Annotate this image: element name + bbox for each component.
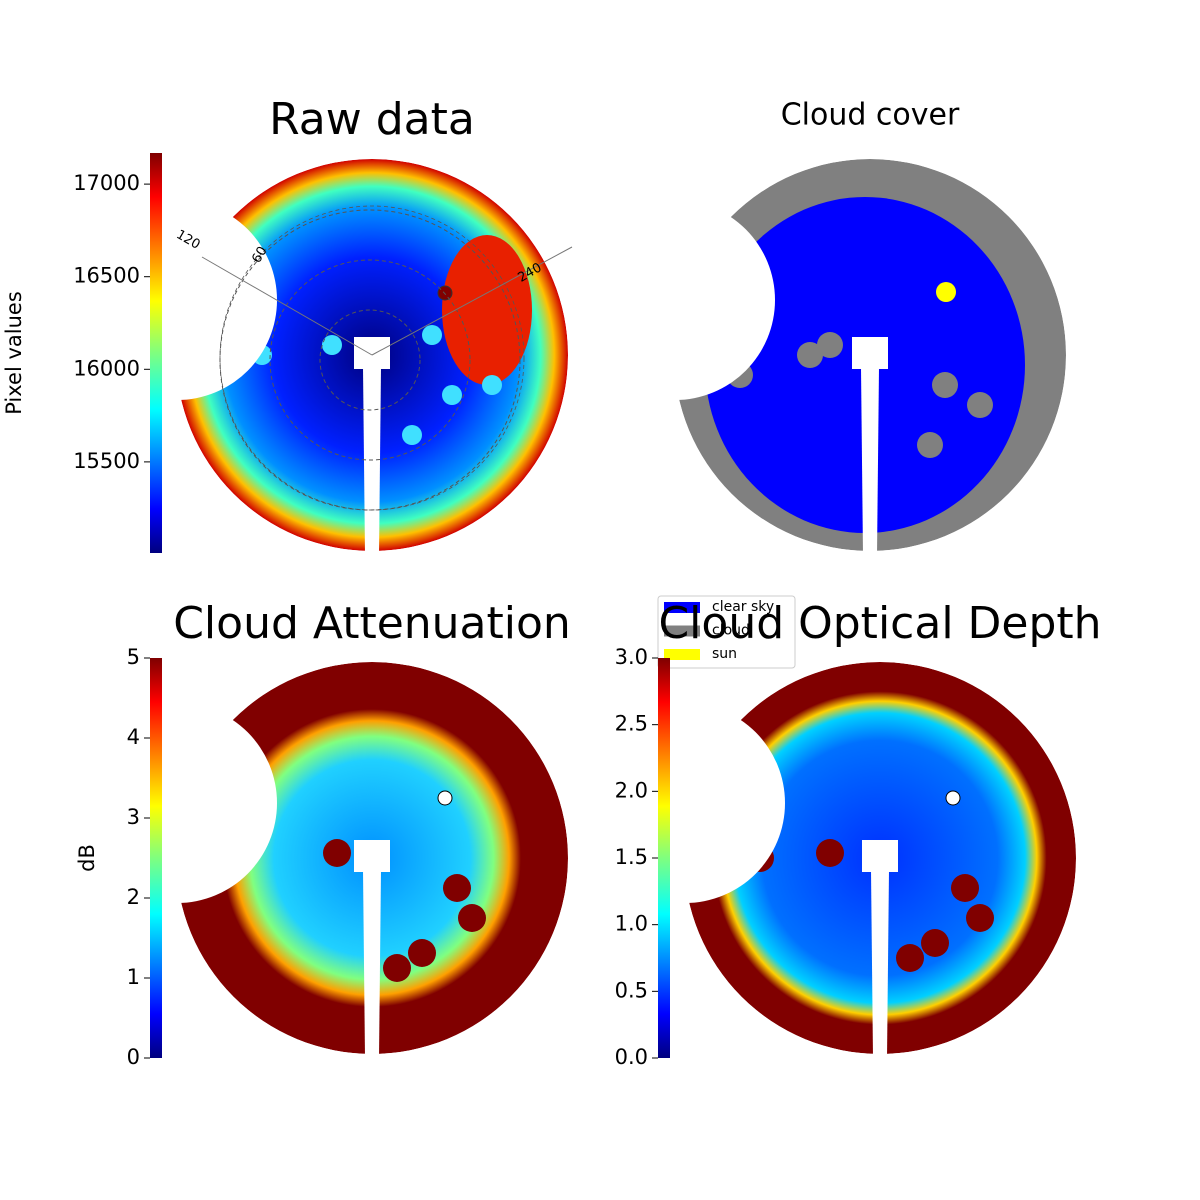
legend-swatch [664, 602, 700, 613]
cloud-patch [967, 392, 993, 418]
cloud-patch [322, 335, 342, 355]
grid-circle [219, 205, 525, 511]
colorbar-tick-label: 2 [127, 885, 140, 909]
sky-image [176, 662, 568, 1054]
colorbar-tick-label: 1 [127, 965, 140, 989]
colorbar-tick-label: 17000 [73, 171, 140, 195]
colorbar-tick-label: 2.0 [615, 778, 648, 802]
cloud-patch [383, 954, 411, 982]
legend-label: clear sky [712, 599, 774, 615]
grid-circle [319, 309, 421, 411]
legend: clear sky cloud sun [657, 595, 796, 669]
sky-panel [684, 662, 1076, 1054]
cloud-patch [921, 929, 949, 957]
cloud-patch [252, 345, 272, 365]
cloud-patch [746, 844, 774, 872]
cloud-patch [727, 362, 753, 388]
cloud-patch [402, 425, 422, 445]
cloud-patch [443, 874, 471, 902]
cloud-patch [482, 375, 502, 395]
cloud-patch [966, 904, 994, 932]
cloud-patch [442, 385, 462, 405]
grid-circle [269, 259, 471, 461]
colorbar-tick-label: 16500 [73, 264, 140, 288]
colorbar-label: Pixel values [2, 291, 26, 415]
panel-title: Raw data [269, 94, 475, 145]
cloud-patch [816, 839, 844, 867]
colorbar-tick-label: 5 [127, 645, 140, 669]
sun [437, 790, 453, 806]
cloud-patch [323, 839, 351, 867]
panel-title: Cloud cover [781, 98, 960, 133]
cloud-patch [951, 874, 979, 902]
cloud-patch [797, 342, 823, 368]
cloud-region [442, 235, 532, 385]
panel-title: Cloud Attenuation [173, 598, 571, 649]
azimuth-label: 60 [249, 244, 270, 266]
colorbar-tick-label: 4 [127, 725, 140, 749]
legend-swatch [664, 649, 700, 660]
panel-title: Cloud Optical Depth [658, 598, 1101, 649]
grid-circle [219, 209, 521, 511]
colorbar-tick-label: 0.0 [615, 1045, 648, 1069]
colorbar-tick-label: 3.0 [615, 645, 648, 669]
azimuth-line [201, 256, 373, 356]
legend-swatch [664, 625, 700, 637]
polar-grid [201, 205, 573, 511]
colorbar-tick-label: 3 [127, 805, 140, 829]
legend-label: cloud [712, 623, 750, 639]
colorbar-tick-label: 1.5 [615, 845, 648, 869]
cloud-patch [408, 939, 436, 967]
colorbar-tick-label: 0.5 [615, 978, 648, 1002]
sun [945, 790, 961, 806]
azimuth-line [371, 246, 573, 356]
sun [936, 282, 956, 302]
sky-panel [674, 159, 1066, 551]
colorbar-tick-label: 15500 [73, 449, 140, 473]
cloud-patch [917, 432, 943, 458]
colorbar-label: dB [75, 844, 99, 872]
azimuth-label: 120 [173, 227, 202, 252]
cloud-patch [817, 332, 843, 358]
clear-region [705, 197, 1025, 533]
cloud-patch [896, 944, 924, 972]
colorbar-tick-label: 16000 [73, 356, 140, 380]
sky-panel [176, 662, 568, 1054]
cloud-patch [422, 325, 442, 345]
colorbar-tick-label: 0 [127, 1045, 140, 1069]
colorbar [150, 658, 162, 1058]
colorbar [658, 658, 670, 1058]
cloud-patch [458, 904, 486, 932]
legend-label: sun [712, 646, 737, 662]
colorbar-tick-label: 2.5 [615, 712, 648, 736]
colorbar-tick-label: 1.0 [615, 912, 648, 936]
sky-image [684, 662, 1076, 1054]
cloud-patch [932, 372, 958, 398]
colorbar [150, 153, 162, 553]
